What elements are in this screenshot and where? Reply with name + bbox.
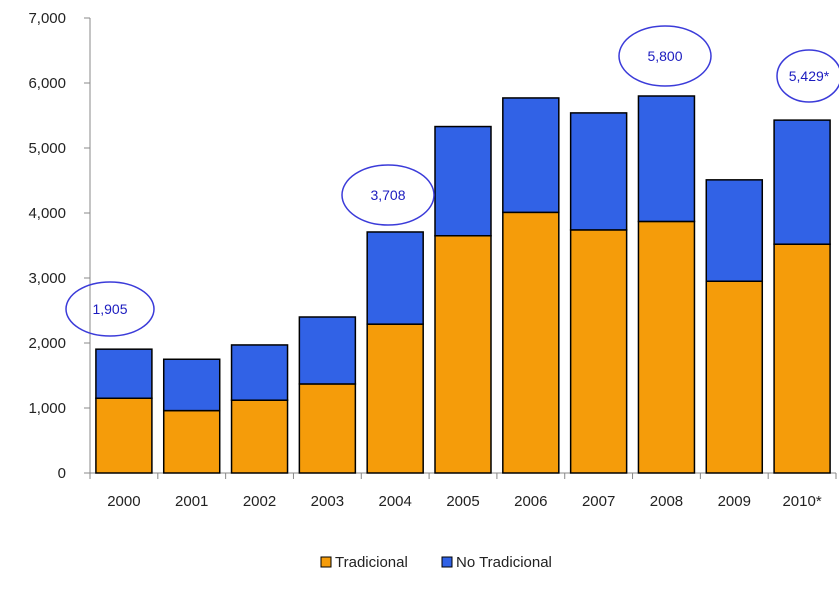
x-tick-label: 2006 [514,493,547,510]
y-tick-labels: 0 1,000 2,000 3,000 4,000 5,000 6,000 7,000 [28,10,90,482]
bar-no-tradicional [502,97,560,214]
x-tick-label: 2004 [378,493,411,510]
bar-no-tradicional [637,95,696,223]
x-tick-label: 2003 [311,493,344,510]
y-tick-label: 4,000 [28,205,66,222]
callout-label: 1,905 [92,301,127,317]
x-tick-labels: 2000 2001 2002 2003 2004 2005 2006 2007 2008 2009… [89,473,837,510]
callout-ellipse [65,281,155,337]
bar-tradicional [502,211,560,474]
bar-no-tradicional [298,316,357,385]
legend-label: Tradicional [335,554,408,571]
bar-no-tradicional [162,358,221,412]
x-tick-label: 2009 [718,493,751,510]
x-tick-label: 2010* [782,493,821,510]
callout-label: 5,800 [647,48,682,64]
bar-no-tradicional [434,125,492,237]
callout-ellipse [618,25,712,87]
bars [95,95,831,474]
bar-tradicional [569,229,628,474]
bar-tradicional [705,280,764,474]
bar-no-tradicional [569,112,628,231]
x-tick-label: 2001 [175,493,208,510]
y-tick-label: 3,000 [28,270,66,287]
bar-no-tradicional [366,231,424,325]
legend-swatch [320,556,332,568]
bar-tradicional [298,383,357,474]
bar-tradicional [434,235,492,474]
bar-tradicional [95,397,153,474]
callout-ellipse [341,164,435,226]
y-tick-label: 7,000 [28,10,66,27]
y-tick-label: 5,000 [28,140,66,157]
bar-no-tradicional [773,119,831,245]
y-tick-label: 2,000 [28,335,66,352]
callout-label: 3,708 [370,187,405,203]
bar-tradicional [366,323,424,474]
bar-tradicional [230,399,289,474]
x-tick-label: 2002 [243,493,276,510]
x-tick-label: 2000 [107,493,140,510]
bar-no-tradicional [230,344,289,401]
legend: Tradicional No Tradicional [320,554,552,571]
bar-tradicional [637,220,696,474]
legend-label: No Tradicional [456,554,552,571]
y-tick-label: 0 [58,465,66,482]
callout-ellipse [776,49,839,103]
bar-no-tradicional [705,179,764,283]
x-tick-label: 2008 [650,493,683,510]
y-tick-label: 1,000 [28,400,66,417]
bar-tradicional [773,243,831,474]
callout-label: 5,429* [789,68,830,84]
x-tick-label: 2005 [446,493,479,510]
y-tick-label: 6,000 [28,75,66,92]
bar-no-tradicional [95,348,153,399]
legend-swatch [441,556,453,568]
bar-tradicional [162,409,221,474]
callouts: 1,905 3,708 5,800 5,429* [65,25,839,337]
x-tick-label: 2007 [582,493,615,510]
